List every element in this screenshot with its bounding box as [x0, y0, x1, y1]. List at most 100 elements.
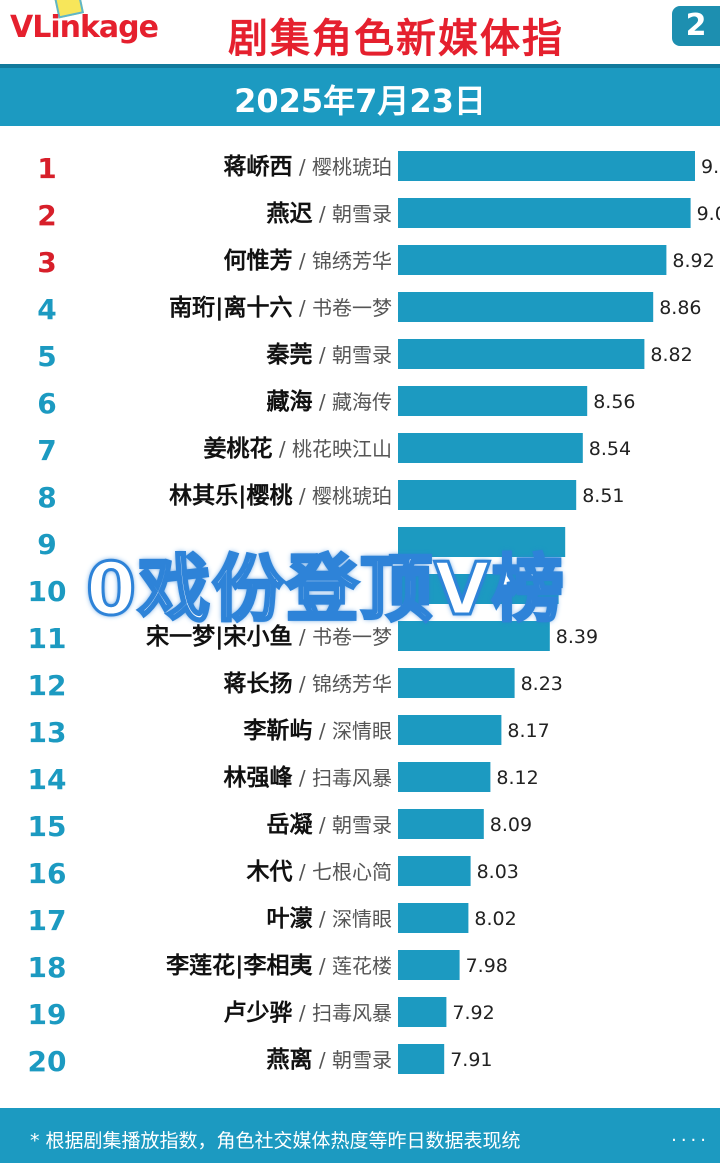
- rank-number: 18: [28, 951, 67, 984]
- bar: [398, 950, 460, 980]
- value-label: 8.82: [650, 344, 692, 366]
- character-name: 卢少骅: [224, 999, 293, 1026]
- chart-title: 剧集角色新媒体指: [228, 16, 564, 62]
- value-label: 8.02: [474, 908, 516, 930]
- rank-number: 1: [37, 152, 56, 185]
- value-label: 8.39: [556, 626, 598, 648]
- row-label: 姜桃花 / 桃花映江山: [204, 435, 392, 462]
- rank-number: 12: [28, 669, 67, 702]
- show-name: / 书卷一梦: [293, 296, 392, 320]
- row-label: 秦莞 / 朝雪录: [266, 341, 392, 368]
- rank-number: 2: [37, 199, 56, 232]
- row-label: 宋一梦|宋小鱼 / 书卷一梦: [146, 623, 392, 650]
- bar: [398, 151, 695, 181]
- rank-number: 19: [28, 998, 67, 1031]
- character-name: 姜桃花: [204, 435, 273, 462]
- bar: [398, 903, 469, 933]
- value-label: 8.51: [582, 485, 624, 507]
- show-name: / 锦绣芳华: [293, 672, 392, 696]
- footnote: * 根据剧集播放指数，角色社交媒体热度等昨日数据表现统: [30, 1130, 521, 1152]
- row-label: 李莲花|李相夷 / 莲花楼: [166, 953, 392, 979]
- bar: [398, 292, 654, 322]
- value-label: 8.12: [496, 767, 538, 789]
- rank-number: 17: [28, 904, 67, 937]
- character-name: 燕离: [267, 1046, 313, 1073]
- character-name: 宋一梦|宋小鱼: [146, 623, 292, 650]
- character-name: 燕迟: [267, 201, 313, 227]
- rank-number: 6: [37, 387, 56, 420]
- character-name: 木代: [246, 859, 293, 885]
- row-label: 南珩|离十六 / 书卷一梦: [169, 294, 392, 321]
- value-label: 8.86: [659, 297, 701, 319]
- bar: [398, 715, 502, 745]
- bar: [398, 386, 588, 416]
- bar: [398, 433, 583, 463]
- value-label: 8.09: [490, 814, 532, 836]
- rank-number: 5: [37, 340, 56, 373]
- value-label: 7.98: [466, 955, 508, 977]
- show-name: / 扫毒风暴: [293, 1001, 392, 1025]
- character-name: 叶濛: [267, 905, 313, 932]
- watermark: ····: [671, 1130, 710, 1151]
- logo: VLinkage: [10, 10, 159, 45]
- bar: [398, 574, 559, 604]
- bar: [398, 809, 484, 839]
- bar: [398, 668, 515, 698]
- show-name: / 锦绣芳华: [293, 249, 392, 273]
- show-name: / 扫毒风暴: [293, 766, 392, 790]
- character-name: 秦莞: [266, 341, 313, 368]
- show-name: / 朝雪录: [313, 202, 392, 226]
- rank-number: 8: [37, 481, 56, 514]
- bar: [398, 527, 566, 557]
- show-name: / 桃花映江山: [273, 437, 392, 461]
- rank-number: 10: [28, 575, 67, 608]
- chart-date: 2025年7月23日: [234, 82, 486, 120]
- bar: [398, 245, 667, 275]
- value-label: 7.92: [452, 1002, 494, 1024]
- date-band: 2025年7月23日: [0, 64, 720, 126]
- bar: [398, 856, 471, 886]
- show-name: / 樱桃琥珀: [293, 484, 392, 508]
- ranking-chart: 1 蒋峤西 / 樱桃琥珀 9.05 2 燕迟 / 朝雪录 9.03 3 何惟芳 / 锦绣芳华 8…: [28, 151, 720, 1078]
- row-label: 木代 / 七根心简: [246, 859, 392, 885]
- rank-number: 15: [28, 810, 67, 843]
- row-label: 燕迟 / 朝雪录: [267, 201, 392, 227]
- show-name: / 莲花楼: [313, 954, 392, 978]
- bar: [398, 339, 645, 369]
- row-label: 蒋长扬 / 锦绣芳华: [224, 670, 392, 697]
- character-name: 林强峰: [224, 764, 294, 791]
- show-name: / 深情眼: [313, 719, 392, 743]
- character-name: 南珩|离十六: [169, 294, 292, 321]
- character-name: 岳凝: [267, 811, 314, 838]
- row-label: 李靳屿 / 深情眼: [244, 718, 392, 744]
- character-name: 蒋长扬: [224, 670, 293, 697]
- rank-number: 11: [28, 622, 67, 655]
- value-label: 8.17: [507, 720, 549, 742]
- character-name: 林其乐|樱桃: [169, 482, 292, 509]
- bar: [398, 198, 691, 228]
- rank-number: 9: [37, 528, 56, 561]
- value-label: 8.23: [521, 673, 563, 695]
- show-name: / 七根心简: [293, 860, 392, 884]
- value-label: 8.54: [589, 438, 631, 460]
- bar: [398, 621, 550, 651]
- bar: [398, 480, 577, 510]
- footer: * 根据剧集播放指数，角色社交媒体热度等昨日数据表现统: [0, 1108, 720, 1163]
- show-name: / 藏海传: [313, 390, 392, 414]
- character-name: 蒋峤西: [224, 153, 293, 180]
- bar: [398, 1044, 445, 1074]
- character-name: 藏海: [267, 388, 313, 415]
- show-name: / 书卷一梦: [293, 625, 392, 649]
- show-name: / 深情眼: [313, 907, 392, 931]
- show-name: / 朝雪录: [313, 343, 392, 367]
- row-label: 蒋峤西 / 樱桃琥珀: [224, 153, 392, 180]
- header: VLinkage 剧集角色新媒体指 2: [0, 0, 720, 64]
- overlay-caption: 0戏份登顶V榜: [85, 546, 566, 633]
- character-name: 李莲花|李相夷: [166, 953, 312, 979]
- rank-number: 7: [37, 434, 56, 467]
- row-label: 岳凝 / 朝雪录: [267, 811, 392, 838]
- row-label: 卢少骅 / 扫毒风暴: [224, 999, 392, 1026]
- row-label: 林其乐|樱桃 / 樱桃琥珀: [169, 482, 392, 509]
- row-label: 何惟芳 / 锦绣芳华: [224, 247, 392, 274]
- rank-number: 13: [28, 716, 67, 749]
